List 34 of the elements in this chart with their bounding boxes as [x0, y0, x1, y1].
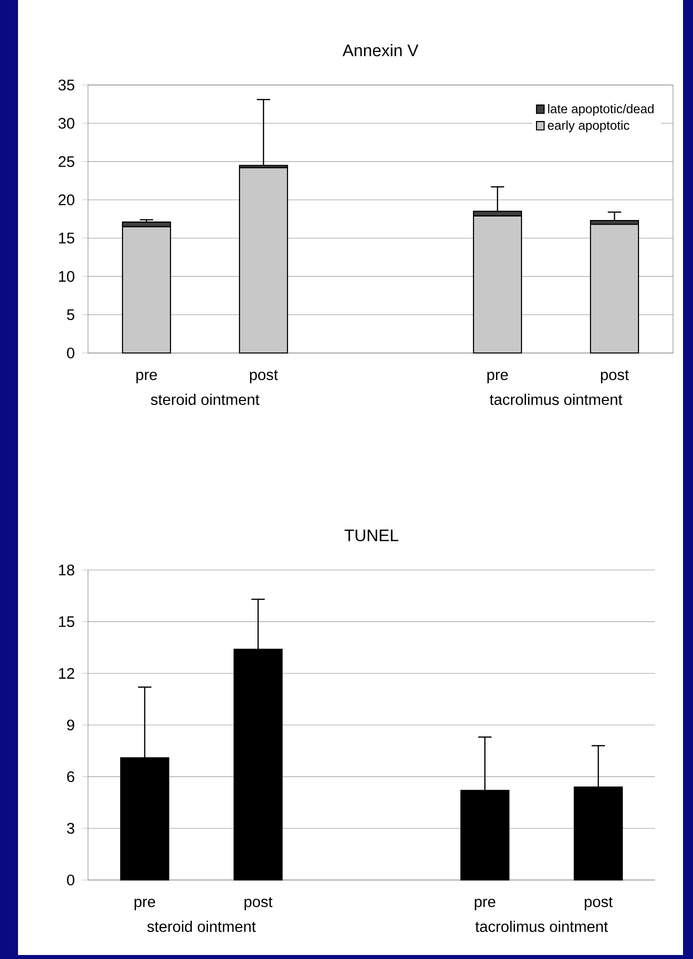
y-tick-label: 9: [67, 720, 74, 730]
x-tick-label: post: [250, 370, 278, 384]
y-tick-label: 0: [67, 348, 74, 358]
y-tick-label: 15: [59, 232, 74, 244]
x-tick-label: pre: [487, 372, 508, 384]
y-tick-label: 0: [67, 874, 74, 886]
bar: [472, 215, 522, 354]
x-tick-label: pre: [134, 898, 156, 910]
x-tick-label: post: [244, 897, 272, 910]
x-tick-label: pre: [136, 372, 157, 384]
x-tick-label: pre: [474, 898, 496, 910]
chart-title: Annexin V: [342, 44, 418, 56]
y-tick-label: 10: [59, 271, 74, 282]
y-tick-label: 12: [59, 668, 74, 679]
text: tacrolimus ointment: [490, 394, 622, 405]
y-tick-label: 15: [59, 616, 74, 628]
bar: [238, 167, 288, 354]
y-tick-label: 3: [66, 822, 74, 834]
x-tick-label: post: [584, 897, 613, 910]
legend-label: late apoptotic/dead: [548, 104, 654, 116]
text: tacrolimus ointment: [475, 920, 608, 932]
x-tick-label: post: [600, 370, 629, 384]
y-tick-label: 5: [67, 309, 74, 320]
y-tick-label: 20: [58, 194, 74, 206]
y-tick-label: 25: [58, 156, 74, 167]
y-tick-label: 18: [59, 564, 74, 576]
y-tick-label: 30: [58, 118, 74, 129]
chart-title: TUNEL: [344, 530, 398, 542]
bar: [590, 224, 640, 354]
text: steroid ointment: [147, 920, 256, 932]
y-tick-label: 6: [67, 771, 74, 782]
legend-label: early apoptotic: [548, 120, 630, 132]
y-tick-label: 35: [58, 80, 74, 90]
text: steroid ointment: [150, 394, 260, 405]
